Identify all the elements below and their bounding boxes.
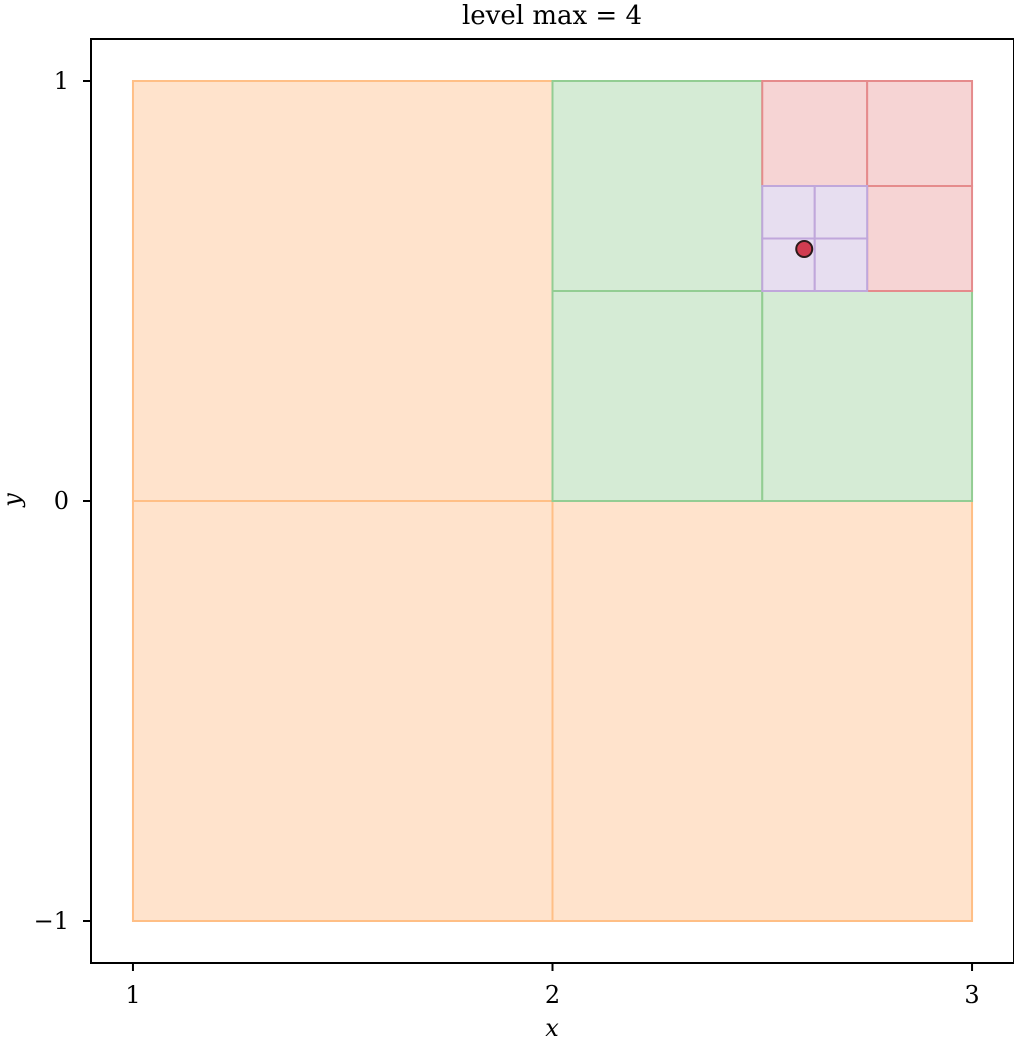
x-ticks-layer: 1 2 3 — [125, 963, 980, 1009]
quadtree-cell-level-4 — [813, 185, 869, 240]
x-tick-label: 2 — [545, 981, 560, 1009]
quadtree-cell-level-1 — [131, 80, 554, 502]
quadtree-cell-level-4 — [761, 185, 816, 240]
y-tick-label: 0 — [54, 487, 69, 515]
cells-layer — [131, 80, 974, 922]
quadtree-cell-level-2 — [551, 80, 764, 292]
points-layer — [795, 240, 814, 258]
query-point-marker — [795, 240, 814, 258]
y-tick-label: −1 — [34, 907, 69, 935]
y-ticks-layer: −1 0 1 — [34, 67, 91, 935]
quadtree-cell-level-1 — [131, 500, 554, 922]
quadtree-cell-level-3 — [866, 80, 974, 187]
quadtree-cell-level-4 — [813, 237, 869, 292]
quadtree-cell-level-2 — [761, 290, 974, 502]
x-axis-label: x — [545, 1014, 559, 1042]
x-tick-label: 1 — [125, 981, 140, 1009]
quadtree-cell-level-2 — [551, 290, 764, 502]
y-tick-label: 1 — [54, 67, 69, 95]
quadtree-cell-level-3 — [761, 80, 869, 187]
quadtree-cell-level-1 — [551, 500, 974, 922]
chart-title: level max = 4 — [462, 1, 642, 31]
y-axis-label: y — [0, 493, 26, 508]
x-tick-label: 3 — [964, 981, 979, 1009]
quadtree-cell-level-3 — [866, 185, 974, 292]
